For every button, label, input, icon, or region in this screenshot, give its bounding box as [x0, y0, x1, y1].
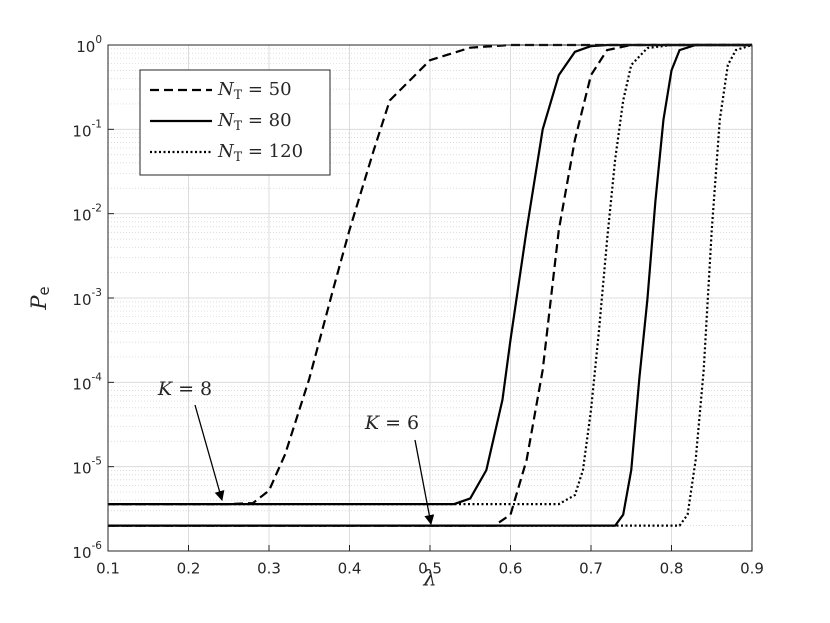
x-tick-label: 0.6 — [499, 560, 523, 578]
legend-label: NT = 50 — [217, 79, 292, 102]
plot-area — [108, 43, 753, 527]
annotation: K = 6 — [364, 412, 419, 434]
x-tick-label: 0.1 — [96, 560, 120, 578]
series-line — [108, 43, 752, 527]
x-tick-label: 0.4 — [338, 560, 362, 578]
y-tick-label: 10-1 — [72, 118, 102, 140]
series-line — [108, 43, 752, 527]
series-line — [108, 43, 752, 506]
y-tick-label: 100 — [76, 34, 102, 56]
y-tick-label: 10-2 — [72, 203, 102, 225]
annotation-arrow — [194, 404, 225, 501]
y-tick-label: 10-3 — [72, 287, 102, 309]
legend: NT = 50 NT = 80 NT = 120 — [139, 69, 331, 176]
y-tick-label: 10-5 — [72, 456, 102, 478]
series-line — [108, 43, 752, 506]
legend-box — [139, 69, 331, 176]
series-line — [108, 43, 752, 506]
x-tick-label: 0.5 — [418, 560, 442, 578]
y-tick-label: 10-6 — [72, 540, 102, 562]
y-axis-label: Pe — [27, 286, 54, 310]
x-tick-label: 0.2 — [177, 560, 201, 578]
series-line — [108, 43, 753, 527]
annotation: K = 8 — [157, 378, 212, 400]
x-tick-label: 0.3 — [257, 560, 281, 578]
x-axis-label: λ — [422, 567, 436, 591]
y-tick-label: 10-4 — [72, 371, 102, 393]
x-tick-label: 0.8 — [660, 560, 684, 578]
x-tick-label: 0.9 — [740, 560, 764, 578]
legend-label: NT = 80 — [217, 110, 292, 133]
annotation-arrow — [414, 439, 435, 525]
x-tick-label: 0.7 — [579, 560, 603, 578]
legend-label: NT = 120 — [217, 141, 303, 164]
